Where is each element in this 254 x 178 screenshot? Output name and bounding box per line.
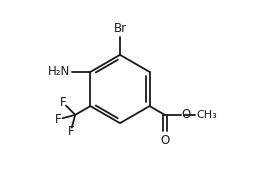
Text: CH₃: CH₃ (196, 110, 217, 120)
Text: O: O (181, 108, 191, 121)
Text: Br: Br (114, 22, 126, 35)
Text: F: F (67, 125, 74, 138)
Text: O: O (160, 134, 169, 147)
Text: F: F (59, 96, 66, 109)
Text: H₂N: H₂N (48, 66, 71, 78)
Text: F: F (55, 113, 62, 126)
